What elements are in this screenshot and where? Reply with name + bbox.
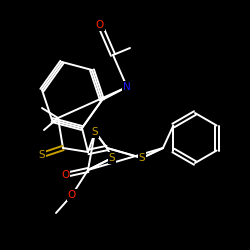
Text: O: O [96, 20, 104, 30]
Text: S: S [139, 153, 145, 163]
Text: S: S [92, 127, 98, 137]
Text: S: S [109, 153, 115, 163]
Text: O: O [68, 190, 76, 200]
Text: N: N [123, 82, 131, 92]
Text: S: S [39, 150, 45, 160]
Text: O: O [61, 170, 69, 180]
